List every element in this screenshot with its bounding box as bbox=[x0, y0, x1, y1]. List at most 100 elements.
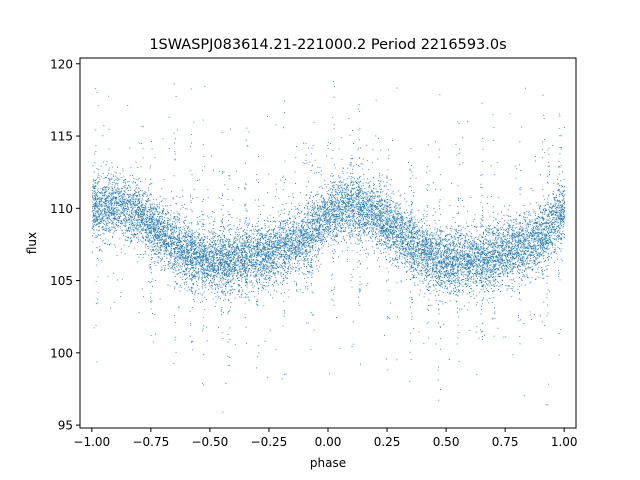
data-point bbox=[382, 204, 384, 205]
data-point bbox=[210, 232, 212, 234]
data-point bbox=[427, 230, 428, 232]
data-point bbox=[118, 215, 120, 217]
data-point bbox=[120, 295, 122, 297]
data-point bbox=[485, 250, 487, 252]
data-point bbox=[433, 259, 435, 261]
data-point bbox=[244, 266, 246, 268]
data-point bbox=[480, 222, 482, 224]
data-point bbox=[562, 224, 564, 226]
data-point bbox=[326, 225, 328, 227]
data-point bbox=[463, 248, 465, 249]
data-point bbox=[393, 206, 395, 208]
data-point bbox=[447, 277, 448, 278]
data-point bbox=[422, 282, 424, 284]
data-point bbox=[558, 219, 560, 221]
data-point bbox=[406, 266, 408, 268]
data-point bbox=[356, 190, 358, 192]
data-point bbox=[469, 267, 470, 269]
data-point bbox=[350, 176, 352, 178]
data-point bbox=[487, 280, 489, 281]
data-point bbox=[338, 229, 339, 231]
data-point bbox=[216, 266, 218, 268]
data-point bbox=[94, 213, 96, 215]
data-point bbox=[540, 227, 542, 229]
data-point bbox=[507, 272, 508, 273]
data-point bbox=[246, 284, 248, 286]
data-point bbox=[169, 234, 171, 236]
data-point bbox=[170, 253, 172, 255]
data-point bbox=[543, 246, 545, 248]
data-point bbox=[386, 212, 388, 214]
data-point bbox=[144, 208, 145, 210]
data-point bbox=[423, 296, 425, 298]
data-point bbox=[243, 265, 245, 267]
data-point bbox=[485, 258, 487, 260]
data-point bbox=[93, 213, 95, 215]
data-point bbox=[395, 245, 397, 247]
data-point bbox=[545, 238, 546, 240]
data-point bbox=[438, 238, 440, 240]
data-point bbox=[248, 268, 250, 270]
data-point bbox=[181, 232, 183, 234]
data-point bbox=[238, 268, 240, 270]
data-point bbox=[153, 341, 155, 343]
data-point bbox=[446, 244, 448, 246]
data-point bbox=[367, 200, 369, 201]
data-point bbox=[416, 269, 418, 271]
data-point bbox=[321, 206, 323, 208]
data-point bbox=[470, 260, 472, 262]
data-point bbox=[257, 262, 259, 264]
data-point bbox=[124, 203, 126, 204]
data-point bbox=[333, 213, 335, 215]
data-point bbox=[494, 250, 496, 252]
data-point bbox=[319, 215, 321, 216]
data-point bbox=[312, 272, 314, 274]
data-point bbox=[250, 255, 252, 257]
data-point bbox=[442, 258, 444, 260]
data-point bbox=[213, 255, 215, 256]
data-point bbox=[169, 251, 171, 253]
data-point bbox=[335, 194, 337, 196]
data-point bbox=[515, 227, 516, 229]
data-point bbox=[208, 271, 210, 272]
data-point bbox=[295, 183, 296, 184]
data-point bbox=[328, 212, 330, 214]
data-point bbox=[107, 173, 109, 174]
data-point bbox=[255, 267, 257, 269]
data-point bbox=[175, 226, 177, 228]
data-point bbox=[393, 247, 394, 249]
data-point bbox=[244, 260, 246, 261]
data-point bbox=[469, 266, 470, 268]
data-point bbox=[286, 236, 288, 238]
data-point bbox=[553, 238, 555, 240]
data-point bbox=[217, 284, 218, 286]
data-point bbox=[500, 249, 502, 251]
data-point bbox=[423, 250, 425, 252]
data-point bbox=[352, 195, 354, 196]
data-point bbox=[347, 195, 349, 197]
data-point bbox=[364, 216, 366, 217]
data-point bbox=[317, 202, 319, 203]
data-point bbox=[262, 243, 264, 245]
data-point bbox=[154, 221, 156, 223]
data-point bbox=[423, 236, 425, 237]
data-point bbox=[224, 275, 225, 276]
data-point bbox=[539, 245, 541, 246]
data-point bbox=[116, 224, 117, 225]
data-point bbox=[192, 260, 194, 262]
data-point bbox=[147, 239, 149, 241]
data-point bbox=[494, 232, 496, 234]
data-point bbox=[492, 250, 494, 251]
data-point bbox=[355, 230, 356, 232]
data-point bbox=[444, 276, 445, 278]
data-point bbox=[336, 198, 338, 200]
data-point bbox=[316, 215, 318, 217]
data-point bbox=[557, 212, 559, 213]
data-point bbox=[280, 293, 282, 295]
data-point bbox=[240, 242, 242, 244]
data-point bbox=[196, 258, 197, 259]
data-point bbox=[304, 224, 305, 226]
data-point bbox=[146, 220, 148, 222]
data-point bbox=[274, 247, 276, 249]
data-point bbox=[430, 240, 432, 242]
